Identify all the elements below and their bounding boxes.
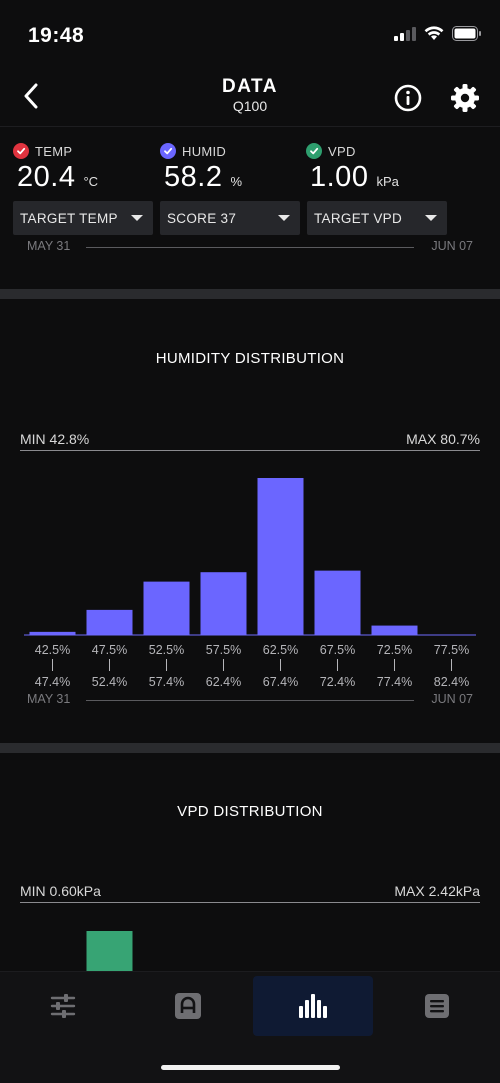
chevron-left-icon [24, 83, 38, 109]
date-line [86, 247, 414, 248]
bin-low-label: 67.5% [320, 643, 355, 657]
metric-label: TEMP [35, 143, 73, 159]
bin-high-label: 57.4% [149, 675, 184, 689]
dropdown-label: TARGET TEMP [20, 210, 118, 226]
bin-low-label: 42.5% [35, 643, 70, 657]
bin-high-label: 82.4% [434, 675, 469, 689]
metric-label: VPD [328, 143, 356, 159]
humidity-date-range: MAY 31 JUN 07 [0, 692, 500, 708]
bin-low-label: 52.5% [149, 643, 184, 657]
tab-data[interactable] [253, 976, 373, 1036]
status-time: 19:48 [28, 24, 85, 47]
bin-high-label: 67.4% [263, 675, 298, 689]
bin-high-label: 47.4% [35, 675, 70, 689]
histogram-bar [257, 478, 304, 635]
bin-low-label: 72.5% [377, 643, 412, 657]
histogram-bar [143, 581, 190, 635]
bin-high-label: 62.4% [206, 675, 241, 689]
bar-chart-icon [299, 994, 327, 1018]
gear-icon [451, 84, 479, 112]
device-name: Q100 [232, 98, 268, 114]
page-title: DATA [222, 76, 278, 97]
status-bar: 19:48 [0, 0, 500, 70]
section-divider [0, 289, 500, 299]
automation-icon [175, 993, 201, 1019]
bin-low-label: 57.5% [206, 643, 241, 657]
vpd-chart [86, 931, 133, 971]
battery-icon [452, 26, 481, 41]
header-divider [0, 126, 500, 127]
metrics-panel: TEMP 20.4 °C HUMID 58.2 % VPD 1.00 kPa [0, 127, 500, 289]
score-dropdown[interactable]: SCORE 37 [160, 201, 300, 235]
vpd-max: MAX 2.42kPa [394, 883, 480, 899]
date-start: MAY 31 [27, 239, 71, 253]
metric-label: HUMID [182, 143, 227, 159]
metric-temp: TEMP 20.4 °C [13, 143, 98, 194]
check-icon [13, 143, 29, 159]
caret-down-icon [131, 215, 143, 221]
tab-controls[interactable] [3, 976, 123, 1036]
date-end: JUN 07 [431, 692, 473, 706]
bin-high-label: 72.4% [320, 675, 355, 689]
bin-high-label: 52.4% [92, 675, 127, 689]
bin-low-label: 47.5% [92, 643, 127, 657]
caret-down-icon [425, 215, 437, 221]
bin-high-label: 77.4% [377, 675, 412, 689]
bin-low-label: 77.5% [434, 643, 469, 657]
date-line [86, 700, 414, 701]
target-temp-dropdown[interactable]: TARGET TEMP [13, 201, 153, 235]
metric-value: 58.2 [164, 161, 223, 193]
status-icons [394, 26, 482, 41]
signal-icon [394, 26, 416, 41]
section-divider [0, 743, 500, 753]
humidity-max: MAX 80.7% [406, 431, 480, 447]
humidity-min: MIN 42.8% [20, 431, 90, 447]
info-icon [394, 84, 422, 112]
histogram-bar [86, 931, 133, 971]
header: DATA Q100 [0, 70, 500, 126]
vpd-min: MIN 0.60kPa [20, 883, 101, 899]
vpd-title: VPD DISTRIBUTION [177, 803, 323, 820]
info-button[interactable] [390, 80, 426, 116]
metric-value: 20.4 [17, 161, 76, 193]
metric-value: 1.00 [310, 161, 369, 193]
check-icon [160, 143, 176, 159]
wifi-icon [424, 26, 444, 40]
back-button[interactable] [14, 78, 48, 114]
histogram-bar [200, 572, 247, 635]
humidity-chart: 42.5% 47.4% 47.5% 52.4% 52.5% 57.4% 57.5% 62.4%… [24, 478, 476, 689]
histogram-bar [29, 631, 76, 635]
tab-bar [0, 971, 500, 1083]
home-indicator [161, 1065, 340, 1070]
bin-low-label: 62.5% [263, 643, 298, 657]
humidity-minmax: MIN 42.8% MAX 80.7% [20, 431, 480, 451]
histogram-bar [86, 609, 133, 635]
metric-unit: % [230, 174, 243, 189]
date-start: MAY 31 [27, 692, 71, 706]
metric-unit: °C [83, 174, 99, 189]
dropdown-label: TARGET VPD [314, 210, 403, 226]
tab-menu[interactable] [377, 976, 497, 1036]
humidity-title: HUMIDITY DISTRIBUTION [155, 350, 345, 367]
tab-automation[interactable] [128, 976, 248, 1036]
vpd-minmax: MIN 0.60kPa MAX 2.42kPa [20, 883, 480, 903]
metric-humid: HUMID 58.2 % [160, 143, 242, 194]
metric-unit: kPa [376, 174, 399, 189]
dropdown-label: SCORE 37 [167, 210, 237, 226]
date-end: JUN 07 [431, 239, 473, 253]
date-range: MAY 31 JUN 07 [0, 239, 500, 255]
histogram-bar [371, 625, 418, 635]
check-icon [306, 143, 322, 159]
target-vpd-dropdown[interactable]: TARGET VPD [307, 201, 447, 235]
caret-down-icon [278, 215, 290, 221]
metric-vpd: VPD 1.00 kPa [306, 143, 399, 194]
histogram-bar [314, 570, 361, 635]
sliders-icon [50, 994, 76, 1018]
settings-button[interactable] [447, 80, 483, 116]
list-icon [425, 994, 449, 1018]
